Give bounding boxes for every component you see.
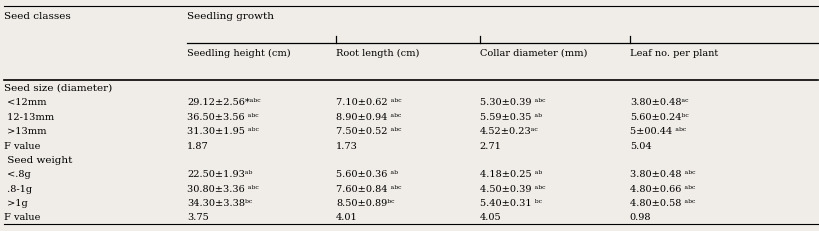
- Text: <12mm: <12mm: [4, 98, 47, 107]
- Text: 4.01: 4.01: [336, 213, 358, 222]
- Text: 8.90±0.94 ᵃᵇᶜ: 8.90±0.94 ᵃᵇᶜ: [336, 112, 401, 121]
- Text: 4.80±0.58 ᵃᵇᶜ: 4.80±0.58 ᵃᵇᶜ: [629, 198, 695, 207]
- Text: 5±00.44 ᵃᵇᶜ: 5±00.44 ᵃᵇᶜ: [629, 127, 686, 136]
- Text: 5.60±0.24ᵇᶜ: 5.60±0.24ᵇᶜ: [629, 112, 688, 121]
- Text: Seed weight: Seed weight: [4, 155, 72, 164]
- Text: 3.80±0.48ᵃᶜ: 3.80±0.48ᵃᶜ: [629, 98, 687, 107]
- Text: 5.60±0.36 ᵃᵇ: 5.60±0.36 ᵃᵇ: [336, 170, 398, 179]
- Text: Seedling height (cm): Seedling height (cm): [187, 49, 290, 58]
- Text: 30.80±3.36 ᵃᵇᶜ: 30.80±3.36 ᵃᵇᶜ: [187, 184, 259, 193]
- Text: 4.05: 4.05: [479, 213, 500, 222]
- Text: 29.12±2.56*ᵃᵇᶜ: 29.12±2.56*ᵃᵇᶜ: [187, 98, 260, 107]
- Text: Seedling growth: Seedling growth: [187, 12, 274, 21]
- Text: 7.50±0.52 ᵃᵇᶜ: 7.50±0.52 ᵃᵇᶜ: [336, 127, 401, 136]
- Text: 12-13mm: 12-13mm: [4, 112, 54, 121]
- Text: 7.10±0.62 ᵃᵇᶜ: 7.10±0.62 ᵃᵇᶜ: [336, 98, 401, 107]
- Text: 4.50±0.39 ᵃᵇᶜ: 4.50±0.39 ᵃᵇᶜ: [479, 184, 545, 193]
- Text: 5.59±0.35 ᵃᵇ: 5.59±0.35 ᵃᵇ: [479, 112, 541, 121]
- Text: 3.75: 3.75: [187, 213, 209, 222]
- Text: 5.30±0.39 ᵃᵇᶜ: 5.30±0.39 ᵃᵇᶜ: [479, 98, 545, 107]
- Text: Collar diameter (mm): Collar diameter (mm): [479, 49, 586, 58]
- Text: >1g: >1g: [4, 198, 28, 207]
- Text: 1.73: 1.73: [336, 141, 358, 150]
- Text: 7.60±0.84 ᵃᵇᶜ: 7.60±0.84 ᵃᵇᶜ: [336, 184, 401, 193]
- Text: >13mm: >13mm: [4, 127, 47, 136]
- Text: <.8g: <.8g: [4, 170, 31, 179]
- Text: 3.80±0.48 ᵃᵇᶜ: 3.80±0.48 ᵃᵇᶜ: [629, 170, 695, 179]
- Text: Seed classes: Seed classes: [4, 12, 70, 21]
- Text: Root length (cm): Root length (cm): [336, 49, 419, 58]
- Text: 1.87: 1.87: [187, 141, 209, 150]
- Text: F value: F value: [4, 141, 40, 150]
- Text: 4.52±0.23ᵃᶜ: 4.52±0.23ᵃᶜ: [479, 127, 538, 136]
- Text: Seed size (diameter): Seed size (diameter): [4, 84, 112, 93]
- Text: 34.30±3.38ᵇᶜ: 34.30±3.38ᵇᶜ: [187, 198, 252, 207]
- Text: 4.18±0.25 ᵃᵇ: 4.18±0.25 ᵃᵇ: [479, 170, 541, 179]
- Text: 31.30±1.95 ᵃᵇᶜ: 31.30±1.95 ᵃᵇᶜ: [187, 127, 259, 136]
- Text: 22.50±1.93ᵃᵇ: 22.50±1.93ᵃᵇ: [187, 170, 252, 179]
- Text: F value: F value: [4, 213, 40, 222]
- Text: Leaf no. per plant: Leaf no. per plant: [629, 49, 717, 58]
- Text: 8.50±0.89ᵇᶜ: 8.50±0.89ᵇᶜ: [336, 198, 394, 207]
- Text: .8-1g: .8-1g: [4, 184, 32, 193]
- Text: 2.71: 2.71: [479, 141, 501, 150]
- Text: 5.40±0.31 ᵇᶜ: 5.40±0.31 ᵇᶜ: [479, 198, 541, 207]
- Text: 5.04: 5.04: [629, 141, 650, 150]
- Text: 36.50±3.56 ᵃᵇᶜ: 36.50±3.56 ᵃᵇᶜ: [187, 112, 258, 121]
- Text: 4.80±0.66 ᵃᵇᶜ: 4.80±0.66 ᵃᵇᶜ: [629, 184, 695, 193]
- Text: 0.98: 0.98: [629, 213, 650, 222]
